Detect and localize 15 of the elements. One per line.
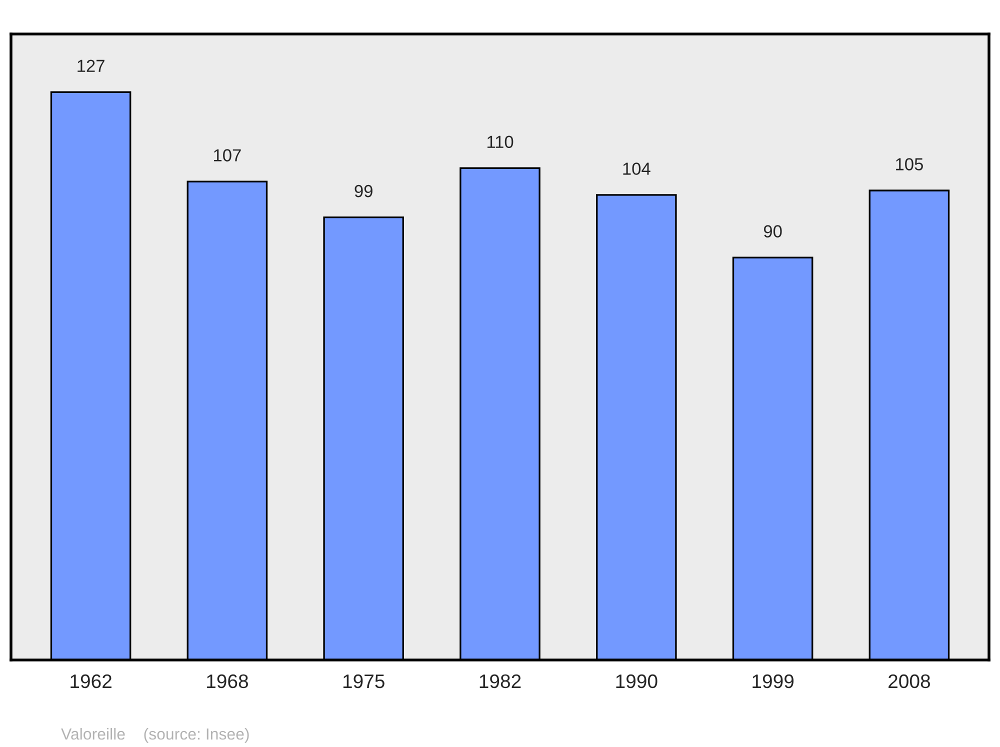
x-tick-label: 1962 bbox=[70, 674, 112, 688]
text: Valoreille (source: Insee) bbox=[61, 728, 249, 743]
data-label: 105 bbox=[896, 158, 923, 170]
data-label: 104 bbox=[623, 162, 650, 175]
x-tick-label: 1990 bbox=[616, 674, 658, 688]
x-tick-label: 1975 bbox=[343, 674, 384, 688]
data-label: 110 bbox=[487, 136, 514, 148]
x-tick-label: 1982 bbox=[480, 674, 521, 688]
data-label: 107 bbox=[214, 149, 241, 162]
data-label: 90 bbox=[764, 225, 782, 238]
x-tick-label: 1999 bbox=[752, 674, 794, 688]
x-tick-label: 2008 bbox=[888, 674, 930, 688]
data-label: 99 bbox=[354, 184, 372, 198]
data-label: 127 bbox=[78, 60, 104, 72]
x-tick-label: 1968 bbox=[207, 674, 248, 688]
